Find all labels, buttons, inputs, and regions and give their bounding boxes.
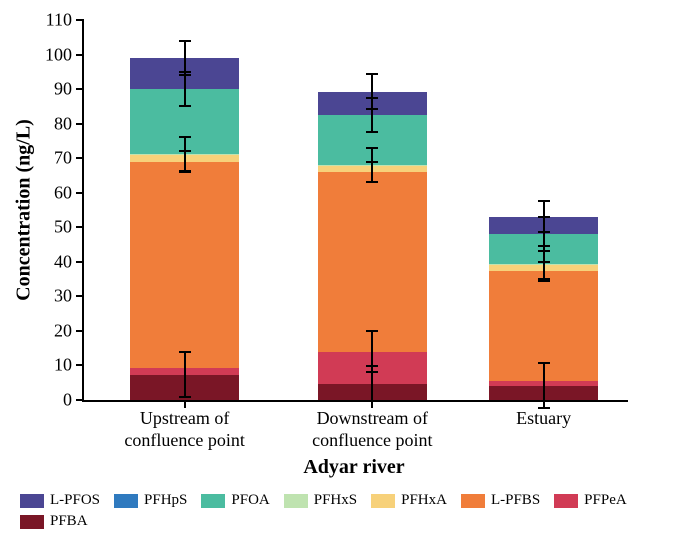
y-tick-label: 20	[54, 320, 84, 341]
legend-swatch	[20, 515, 44, 529]
legend-item-pfpea: PFPeA	[554, 492, 627, 509]
legend-label: PFOA	[231, 492, 269, 509]
legend-swatch	[114, 494, 138, 508]
error-bar	[184, 72, 186, 107]
legend-item-pfhxs: PFHxS	[284, 492, 357, 509]
y-tick-label: 0	[63, 390, 84, 411]
x-category-label: Downstream of confluence point	[312, 400, 432, 451]
legend-item-pfhxa: PFHxA	[371, 492, 447, 509]
bar-group	[130, 58, 239, 400]
legend-label: L-PFBS	[491, 492, 540, 509]
error-cap	[179, 40, 191, 42]
legend: L-PFOS PFHpS PFOA PFHxS PFHxA L-PFBS PFPeA PFBA	[20, 492, 670, 534]
y-tick-label: 50	[54, 217, 84, 238]
error-cap	[366, 108, 378, 110]
y-tick-label: 70	[54, 148, 84, 169]
error-cap	[366, 181, 378, 183]
legend-label: PFHpS	[144, 492, 187, 509]
bar-segment-l-pfbs	[318, 172, 427, 352]
plot-area: 0102030405060708090100110Upstream of con…	[82, 20, 628, 402]
legend-swatch	[461, 494, 485, 508]
legend-swatch	[284, 494, 308, 508]
error-cap	[179, 396, 191, 398]
legend-item-pfoa: PFOA	[201, 492, 269, 509]
error-bar	[184, 352, 186, 397]
chart-container: 0 10 20 30 40 50 60 70 80 90 100 110 Upstream of con…	[0, 0, 685, 529]
error-cap	[538, 280, 550, 282]
error-cap	[179, 170, 191, 172]
x-category-label: Upstream of confluence point	[124, 400, 244, 451]
error-cap	[179, 351, 191, 353]
legend-swatch	[371, 494, 395, 508]
y-axis-title: Concentration (ng/L)	[13, 119, 36, 301]
error-bar	[371, 74, 373, 109]
legend-item-l-pfbs: L-PFBS	[461, 492, 540, 509]
error-cap	[179, 105, 191, 107]
legend-label: L-PFOS	[50, 492, 100, 509]
error-cap	[538, 362, 550, 364]
y-tick-label: 30	[54, 286, 84, 307]
legend-item-pfba: PFBA	[20, 513, 88, 530]
error-cap	[538, 407, 550, 409]
error-cap	[538, 200, 550, 202]
error-cap	[538, 250, 550, 252]
error-bar	[184, 137, 186, 172]
legend-swatch	[20, 494, 44, 508]
error-cap	[366, 400, 378, 402]
y-tick-label: 90	[54, 79, 84, 100]
y-tick-label: 60	[54, 182, 84, 203]
legend-swatch	[201, 494, 225, 508]
y-tick-label: 10	[54, 355, 84, 376]
y-tick-label: 100	[45, 44, 84, 65]
y-tick-label: 40	[54, 251, 84, 272]
legend-item-pfhps: PFHpS	[114, 492, 187, 509]
error-cap	[366, 330, 378, 332]
legend-label: PFBA	[50, 513, 88, 530]
legend-label: PFHxS	[314, 492, 357, 509]
error-cap	[366, 131, 378, 133]
error-cap	[366, 147, 378, 149]
error-bar	[184, 41, 186, 76]
y-tick-label: 110	[46, 10, 84, 31]
error-cap	[366, 73, 378, 75]
error-cap	[538, 231, 550, 233]
error-bar	[371, 148, 373, 183]
error-bar	[371, 331, 373, 372]
error-bar	[543, 201, 545, 232]
legend-item-l-pfos: L-PFOS	[20, 492, 100, 509]
y-tick-label: 80	[54, 113, 84, 134]
bar-segment-l-pfbs	[130, 162, 239, 368]
error-bar	[543, 363, 545, 408]
legend-label: PFHxA	[401, 492, 447, 509]
error-cap	[366, 371, 378, 373]
legend-swatch	[554, 494, 578, 508]
x-axis-title: Adyar river	[303, 456, 404, 479]
error-cap	[179, 74, 191, 76]
error-cap	[179, 136, 191, 138]
legend-label: PFPeA	[584, 492, 627, 509]
